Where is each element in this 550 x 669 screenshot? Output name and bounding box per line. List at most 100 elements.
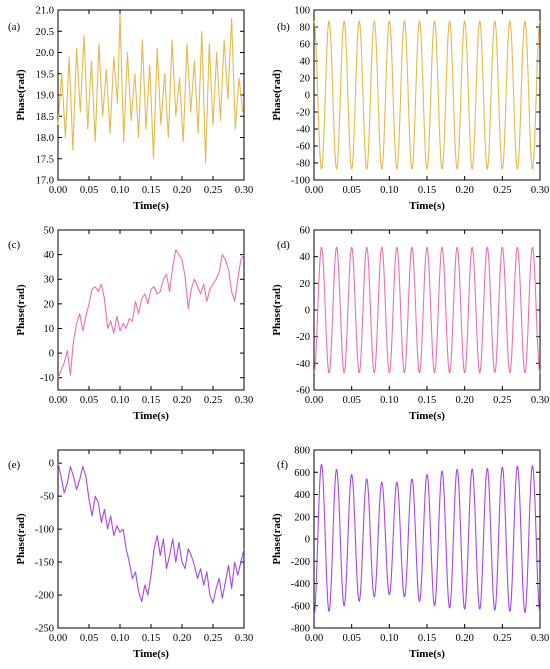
- y-tick-label: -50: [40, 492, 54, 503]
- x-tick-label: 0.10: [380, 633, 398, 644]
- x-tick-label: 0.25: [493, 395, 511, 406]
- x-tick-label: 0.20: [173, 633, 191, 644]
- y-tick-label: 20: [44, 299, 55, 310]
- panel-label: (b): [277, 21, 290, 33]
- x-tick-label: 0.20: [455, 185, 473, 196]
- y-tick-label: -20: [296, 332, 310, 343]
- x-tick-label: 0.15: [142, 395, 160, 406]
- x-tick-label: 0.30: [531, 185, 549, 196]
- x-tick-label: 0.30: [235, 185, 253, 196]
- panel-b: 0.00 0.05 0.10 0.15 0.20 0.25 0.30 -100 -80 -60 -4…: [271, 6, 549, 213]
- panel-label: (c): [8, 239, 21, 251]
- y-tick-label: -250: [35, 624, 54, 635]
- y-tick-label: 20: [300, 279, 311, 290]
- series-line-0: [313, 246, 541, 374]
- panel-a: 0.00 0.05 0.10 0.15 0.20 0.25 0.30 17.0 17.5 18.0…: [8, 6, 253, 213]
- y-axis-label: Phase(rad): [15, 284, 27, 336]
- y-tick-label: 21.0: [36, 6, 54, 17]
- y-tick-label: -40: [296, 359, 310, 370]
- x-tick-label: 0.25: [493, 633, 511, 644]
- y-tick-label: -60: [296, 386, 310, 397]
- x-tick-label: 0.10: [380, 395, 398, 406]
- y-tick-label: -200: [35, 591, 54, 602]
- x-tick-label: 0.00: [49, 185, 67, 196]
- x-tick-label: 0.30: [531, 633, 549, 644]
- y-tick-label: 19.0: [36, 91, 54, 102]
- panel-f: 0.00 0.05 0.10 0.15 0.20 0.25 0.30 -800 -600 -400…: [271, 446, 549, 661]
- panel-label: (f): [277, 459, 288, 471]
- y-axis-label: Phase(rad): [271, 284, 283, 336]
- y-tick-label: 600: [294, 468, 310, 479]
- y-tick-label: -400: [291, 579, 310, 590]
- x-tick-label: 0.20: [173, 395, 191, 406]
- y-axis-label: Phase(rad): [271, 513, 283, 565]
- y-tick-label: 30: [44, 275, 55, 286]
- x-tick-label: 0.10: [111, 633, 129, 644]
- y-tick-label: 19.5: [36, 69, 54, 80]
- y-tick-label: 200: [294, 512, 310, 523]
- y-tick-label: 0: [49, 459, 54, 470]
- x-axis-label: Time(s): [409, 648, 445, 660]
- x-tick-label: 0.25: [493, 185, 511, 196]
- y-axis-label: Phase(rad): [15, 69, 27, 121]
- x-tick-label: 0.30: [235, 395, 253, 406]
- y-tick-label: 0: [305, 535, 310, 546]
- x-tick-label: 0.05: [342, 185, 360, 196]
- x-tick-label: 0.20: [173, 185, 191, 196]
- x-axis-label: Time(s): [133, 410, 169, 422]
- y-tick-label: 100: [294, 6, 310, 17]
- y-tick-label: 40: [44, 250, 55, 261]
- x-tick-label: 0.00: [305, 633, 323, 644]
- y-tick-label: -800: [291, 624, 310, 635]
- y-tick-label: 800: [294, 446, 310, 457]
- y-tick-label: -60: [296, 142, 310, 153]
- x-tick-label: 0.05: [342, 633, 360, 644]
- x-tick-label: 0.05: [80, 185, 98, 196]
- y-tick-label: 17.5: [36, 154, 54, 165]
- y-tick-label: -20: [296, 108, 310, 119]
- y-tick-label: 18.0: [36, 133, 54, 144]
- y-tick-label: -100: [291, 176, 310, 187]
- x-tick-label: 0.00: [49, 633, 67, 644]
- x-tick-label: 0.15: [418, 395, 436, 406]
- x-tick-label: 0.05: [342, 395, 360, 406]
- x-tick-label: 0.10: [111, 395, 129, 406]
- y-tick-label: 17.0: [36, 176, 54, 187]
- x-axis-label: Time(s): [409, 200, 445, 212]
- x-tick-label: 0.25: [204, 633, 222, 644]
- y-tick-label: -200: [291, 557, 310, 568]
- x-tick-label: 0.30: [531, 395, 549, 406]
- y-tick-label: 80: [300, 23, 311, 34]
- panel-label: (a): [8, 21, 21, 33]
- y-tick-label: -10: [40, 373, 54, 384]
- x-tick-label: 0.15: [142, 633, 160, 644]
- y-tick-label: 40: [300, 57, 311, 68]
- panel-d: 0.00 0.05 0.10 0.15 0.20 0.25 0.30 -60 -40 -20 0 20…: [271, 226, 549, 423]
- x-axis-label: Time(s): [409, 410, 445, 422]
- x-tick-label: 0.05: [80, 395, 98, 406]
- y-tick-label: -80: [296, 159, 310, 170]
- y-tick-label: 20: [300, 74, 311, 85]
- y-tick-label: 0: [305, 91, 310, 102]
- y-axis-label: Phase(rad): [15, 513, 27, 565]
- y-tick-label: 60: [300, 40, 311, 51]
- series-line-0: [57, 463, 245, 604]
- x-tick-label: 0.10: [380, 185, 398, 196]
- y-tick-label: -40: [296, 125, 310, 136]
- x-tick-label: 0.25: [204, 395, 222, 406]
- y-tick-label: 20.0: [36, 48, 54, 59]
- x-tick-label: 0.25: [204, 185, 222, 196]
- y-tick-label: 400: [294, 490, 310, 501]
- series-line-0: [313, 463, 541, 617]
- panel-label: (e): [8, 459, 21, 471]
- x-tick-label: 0.00: [305, 185, 323, 196]
- x-tick-label: 0.15: [142, 185, 160, 196]
- y-tick-label: 50: [44, 226, 55, 237]
- y-tick-label: -600: [291, 601, 310, 612]
- x-tick-label: 0.00: [49, 395, 67, 406]
- series-line-0: [313, 20, 541, 170]
- x-tick-label: 0.15: [418, 633, 436, 644]
- x-tick-label: 0.00: [305, 395, 323, 406]
- x-tick-label: 0.10: [111, 185, 129, 196]
